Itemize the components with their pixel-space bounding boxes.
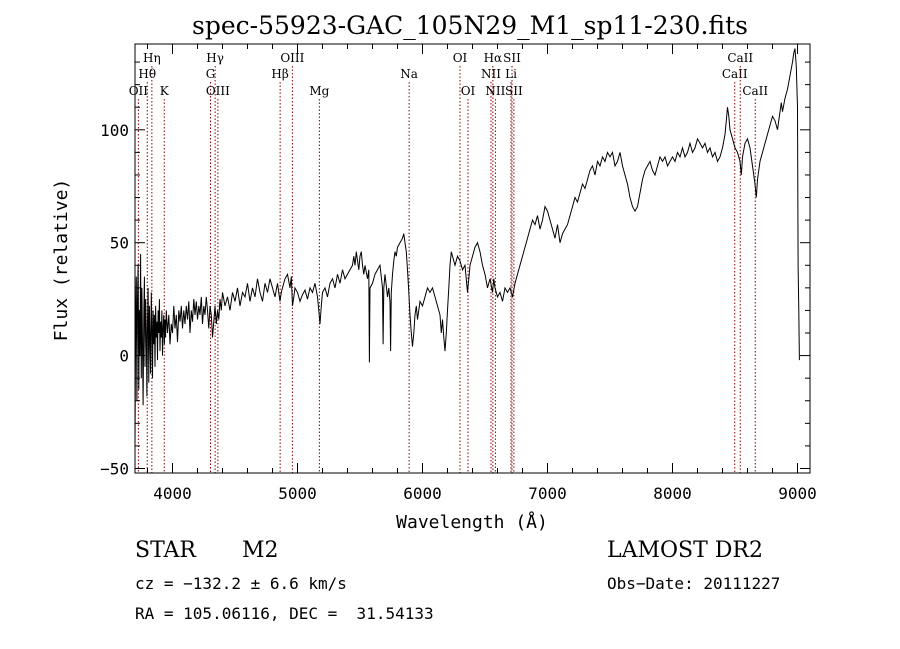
line-marker-layer: OIIHθHηKHγGOIIIHβOIIIMgNaOIOINIIHαNIISII… xyxy=(129,51,768,473)
line-marker-label-5: G xyxy=(206,67,216,81)
chart-title: spec-55923-GAC_105N29_M1_sp11-230.fits xyxy=(192,11,748,40)
x-tick-label-5: 9000 xyxy=(778,484,817,503)
line-marker-label-8: OIII xyxy=(280,51,304,65)
line-marker-label-3: K xyxy=(160,84,170,98)
line-marker-label-18: SII xyxy=(505,84,523,98)
line-marker-label-15: NII xyxy=(485,84,505,98)
survey-name: LAMOST DR2 xyxy=(607,538,763,563)
line-marker-label-20: CaII xyxy=(727,51,753,65)
obs-date: Obs−Date: 20111227 xyxy=(607,574,781,593)
line-marker-label-9: Mg xyxy=(309,84,329,98)
line-marker-label-11: OI xyxy=(453,51,468,65)
object-subclass: M2 xyxy=(242,538,279,563)
spectrum-layer xyxy=(134,48,800,446)
line-marker-label-7: Hβ xyxy=(271,67,288,81)
x-axis-label: Wavelength (Å) xyxy=(396,511,548,533)
line-marker-label-2: Hη xyxy=(143,51,161,65)
line-marker-label-1: Hθ xyxy=(138,67,156,81)
x-tick-label-0: 4000 xyxy=(153,484,192,503)
line-marker-label-14: Hα xyxy=(484,51,503,65)
y-tick-label-0: −50 xyxy=(100,459,129,478)
line-marker-label-19: CaII xyxy=(722,67,748,81)
line-marker-label-10: Na xyxy=(400,67,418,81)
x-tick-label-3: 7000 xyxy=(528,484,567,503)
line-marker-label-16: SII xyxy=(503,51,521,65)
y-tick-label-1: 0 xyxy=(119,347,129,366)
y-tick-label-2: 50 xyxy=(110,234,129,253)
line-marker-label-12: OI xyxy=(461,84,476,98)
x-tick-label-2: 6000 xyxy=(403,484,442,503)
axis-layer: 4000 5000 6000 7000 8000 9000 −50 0 50 100 xyxy=(100,44,817,503)
line-marker-label-0: OII xyxy=(129,84,149,98)
y-tick-label-3: 100 xyxy=(100,121,129,140)
plot-frame xyxy=(134,43,811,474)
line-marker-label-6: OIII xyxy=(206,84,230,98)
line-marker-label-4: Hγ xyxy=(206,51,224,65)
y-axis-label: Flux (relative) xyxy=(51,179,72,342)
x-tick-label-4: 8000 xyxy=(653,484,692,503)
redshift-readout: cz = −132.2 ± 6.6 km/s xyxy=(135,574,347,593)
spectrum-line xyxy=(134,48,800,446)
x-tick-label-1: 5000 xyxy=(278,484,317,503)
line-marker-label-21: CaII xyxy=(742,84,768,98)
object-class: STAR xyxy=(135,538,196,563)
coordinates: RA = 105.06116, DEC = 31.54133 xyxy=(135,604,434,623)
line-marker-label-17: Li xyxy=(505,67,517,81)
line-marker-label-13: NII xyxy=(481,67,501,81)
